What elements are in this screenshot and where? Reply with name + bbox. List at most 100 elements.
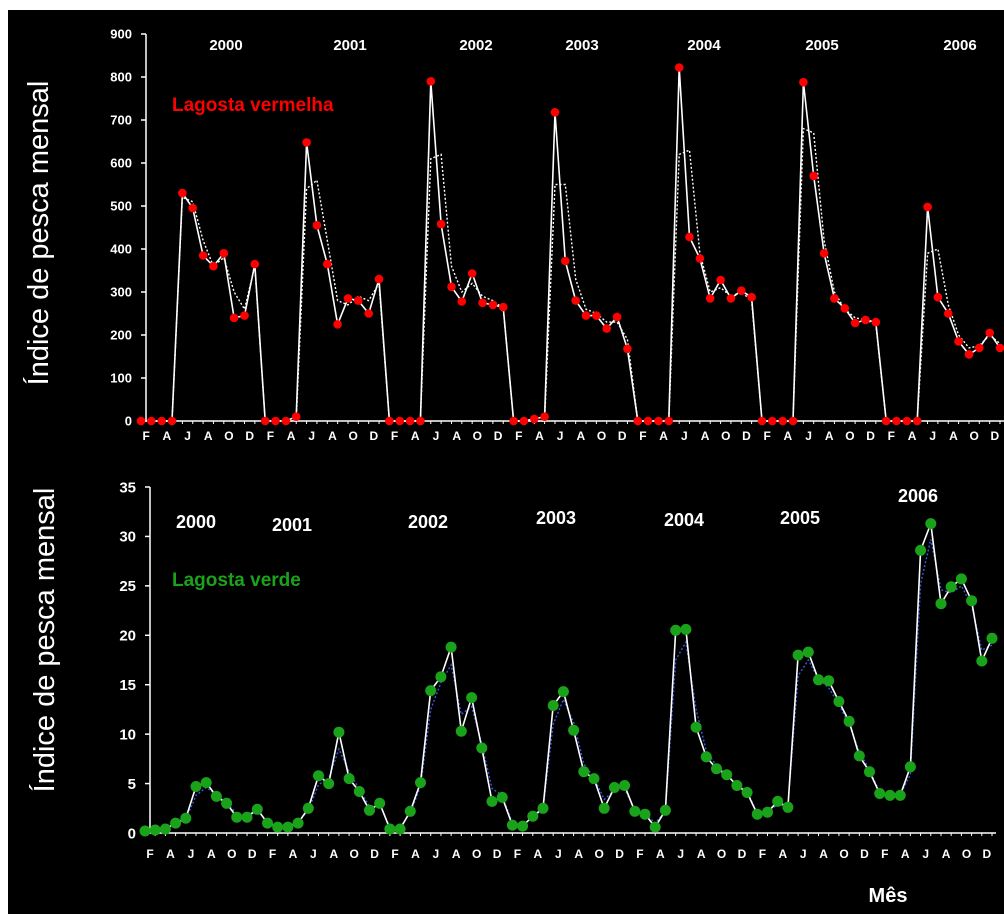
x-tick-label: O [472,847,481,861]
data-point [955,573,967,585]
data-point [561,256,570,266]
data-point [976,655,988,667]
chart-frame: Índice de pesca mensal 0 100 200 300 400 500 60… [8,10,1004,914]
x-tick-label: J [557,429,564,443]
data-point [506,819,518,831]
data-point [343,294,353,303]
data-point [813,674,824,686]
x-tick-label: A [819,847,828,861]
data-point [457,297,467,306]
x-tick-label: J [188,847,195,861]
x-tick-label: A [329,847,338,861]
x-tick-label: A [574,847,583,861]
data-point [530,414,539,424]
data-point [894,789,906,801]
data-point [281,416,291,426]
x-tick-label: A [287,429,296,443]
x-tick-label: A [166,847,175,861]
x-tick-label: D [493,847,502,861]
data-point [343,773,355,785]
data-point [496,791,508,803]
y-tick-label: 15 [119,677,136,694]
x-tick-label: A [901,847,910,861]
data-point [374,274,384,284]
data-point [966,595,978,607]
data-point [435,671,447,683]
data-point [864,766,875,778]
x-tick-label: O [594,847,603,861]
data-point [902,416,912,426]
data-point [498,302,508,312]
x-tick-label: F [639,429,646,443]
x-tick-label: A [534,847,543,861]
data-point [685,232,694,242]
data-point [190,781,202,792]
x-tick-label: A [207,847,216,861]
y-tick-label: 20 [119,628,136,645]
x-tick-label: A [659,429,668,443]
data-point [312,221,322,230]
x-tick-label: J [184,429,191,443]
data-point [833,696,845,707]
data-point [455,725,467,737]
data-point [726,294,736,303]
data-point [436,219,446,229]
year-label: 2000 [176,512,216,532]
x-tick-label: A [411,847,420,861]
x-tick-label: D [370,847,379,861]
x-tick-label: O [224,429,233,443]
observed-series-line [141,67,1001,422]
data-point [751,808,763,820]
data-point [550,108,560,117]
x-tick-label: F [391,847,398,861]
data-point [721,769,733,781]
x-tick-label: D [983,847,992,861]
y-tick-label: 600 [110,156,132,171]
data-point [649,821,661,833]
data-point [925,518,937,530]
data-point [478,298,487,308]
data-point [353,786,365,797]
data-point [782,801,794,813]
x-tick-label: D [248,847,257,861]
data-point [830,294,839,303]
data-point [333,726,345,738]
x-tick-label: D [738,847,747,861]
y-tick-label: 35 [119,479,136,496]
data-point [415,777,426,789]
data-point [737,286,746,296]
data-point [772,795,784,807]
data-point [384,823,396,835]
data-point [623,344,632,354]
data-point [809,171,818,181]
data-point [674,63,684,72]
data-point [588,773,600,785]
data-point [716,275,725,285]
year-label: 2000 [209,37,242,54]
data-point [302,138,311,147]
data-point [488,300,498,310]
y-tick-label: 0 [125,414,132,429]
data-point [975,343,984,353]
data-point [188,203,197,213]
data-point [147,416,156,426]
x-tick-label: J [555,847,562,861]
data-point [323,778,335,790]
data-point [240,311,249,320]
x-tick-label: O [717,847,726,861]
y-tick-label: 400 [110,242,132,257]
x-tick-label: F [267,429,274,443]
x-tick-label: J [677,847,684,861]
x-tick-label: F [391,429,398,443]
x-tick-label: J [681,429,688,443]
x-tick-label: A [204,429,213,443]
data-point [568,724,580,736]
panel-vermelha: Índice de pesca mensal 0 100 200 300 400 500 60… [22,27,1004,443]
x-tick-label: A [656,847,665,861]
x-tick-label: D [245,429,254,443]
data-point [915,544,927,556]
y-tick-label: 300 [110,285,132,300]
data-point [695,254,705,263]
data-point [944,309,953,318]
data-point [741,787,753,798]
